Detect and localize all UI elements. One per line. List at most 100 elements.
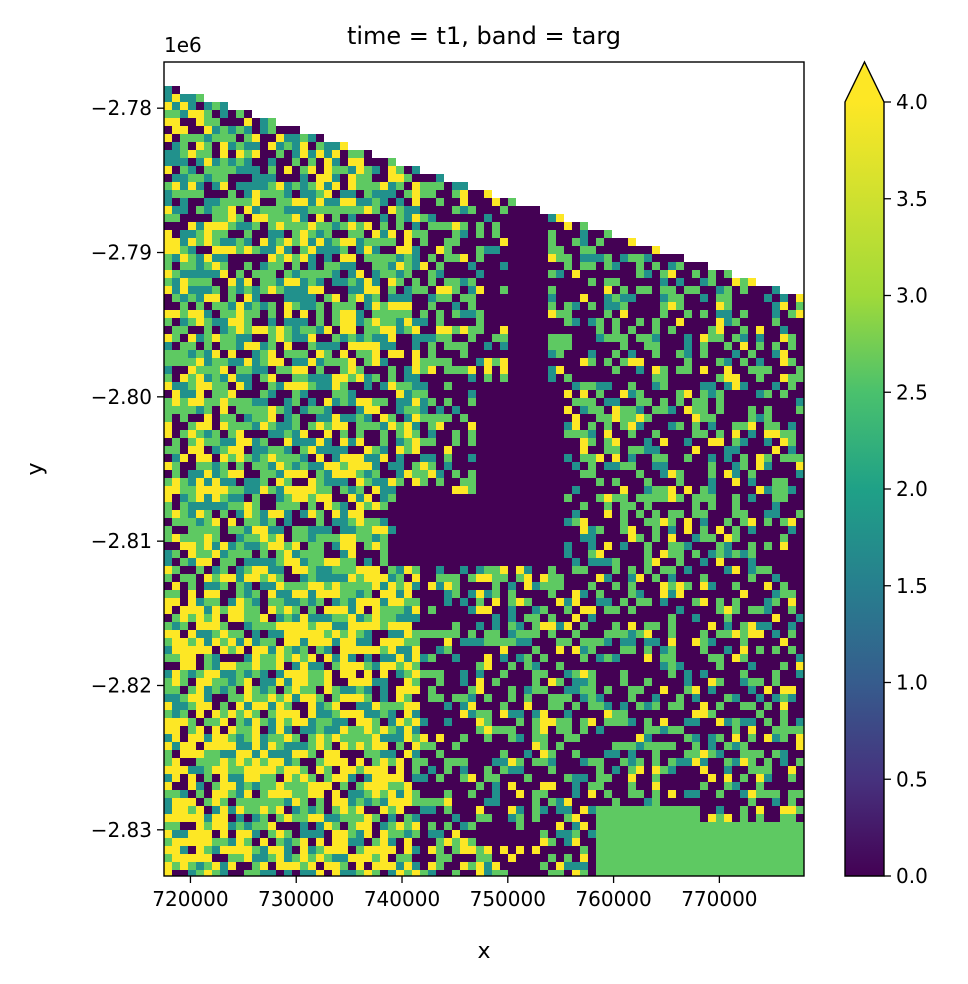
heatmap-cell	[660, 590, 668, 598]
heatmap-cell	[284, 318, 292, 326]
heatmap-cell	[316, 286, 324, 294]
heatmap-cell	[284, 142, 292, 150]
heatmap-cell	[180, 102, 188, 110]
heatmap-cell	[596, 366, 604, 374]
heatmap-cell	[548, 414, 556, 422]
heatmap-cell	[316, 582, 324, 590]
heatmap-cell	[660, 662, 668, 670]
heatmap-cell	[380, 406, 388, 414]
heatmap-cell	[692, 446, 700, 454]
heatmap-cell	[300, 166, 308, 174]
heatmap-cell	[428, 342, 436, 350]
heatmap-cell	[412, 278, 420, 286]
heatmap-cell	[308, 190, 316, 198]
heatmap-cell	[220, 366, 228, 374]
heatmap-cell	[460, 198, 468, 206]
heatmap-cell	[636, 262, 644, 270]
heatmap-cell	[764, 542, 772, 550]
heatmap-cell	[796, 318, 804, 326]
heatmap-cell	[268, 630, 276, 638]
heatmap-cell	[764, 366, 772, 374]
heatmap-cell	[668, 502, 676, 510]
heatmap-cell	[396, 502, 404, 510]
heatmap-cell	[516, 430, 524, 438]
heatmap-cell	[740, 646, 748, 654]
heatmap-cell	[380, 158, 388, 166]
heatmap-cell	[196, 398, 204, 406]
heatmap-cell	[748, 438, 756, 446]
heatmap-cell	[404, 486, 412, 494]
heatmap-cell	[692, 550, 700, 558]
heatmap-cell	[508, 294, 516, 302]
heatmap-cell	[692, 662, 700, 670]
heatmap-cell	[644, 486, 652, 494]
heatmap-cell	[668, 558, 676, 566]
heatmap-cell	[572, 294, 580, 302]
heatmap-cell	[444, 206, 452, 214]
heatmap-cell	[500, 310, 508, 318]
heatmap-cell	[724, 574, 732, 582]
heatmap-cell	[660, 302, 668, 310]
heatmap-cell	[748, 478, 756, 486]
heatmap-cell	[420, 334, 428, 342]
heatmap-cell	[356, 286, 364, 294]
heatmap-cell	[596, 670, 604, 678]
heatmap-cell	[508, 470, 516, 478]
heatmap-cell	[668, 462, 676, 470]
heatmap-cell	[668, 438, 676, 446]
heatmap-cell	[524, 254, 532, 262]
heatmap-cell	[516, 206, 524, 214]
heatmap-cell	[580, 582, 588, 590]
heatmap-cell	[572, 326, 580, 334]
heatmap-cell	[260, 134, 268, 142]
heatmap-cell	[220, 382, 228, 390]
heatmap-cell	[300, 614, 308, 622]
heatmap-cell	[636, 542, 644, 550]
heatmap-cell	[772, 630, 780, 638]
heatmap-cell	[204, 158, 212, 166]
heatmap-cell	[692, 622, 700, 630]
heatmap-cell	[628, 390, 636, 398]
heatmap-cell	[348, 358, 356, 366]
heatmap-cell	[724, 598, 732, 606]
heatmap-cell	[716, 598, 724, 606]
heatmap-cell	[724, 678, 732, 686]
heatmap-cell	[492, 606, 500, 614]
heatmap-cell	[548, 670, 556, 678]
heatmap-cell	[684, 678, 692, 686]
heatmap-cell	[252, 390, 260, 398]
heatmap-cell	[324, 654, 332, 662]
heatmap-cell	[220, 646, 228, 654]
heatmap-cell	[244, 342, 252, 350]
heatmap-cell	[164, 566, 172, 574]
heatmap-cell	[356, 174, 364, 182]
heatmap-cell	[388, 582, 396, 590]
heatmap-cell	[764, 414, 772, 422]
heatmap-cell	[468, 654, 476, 662]
heatmap-cell	[628, 366, 636, 374]
heatmap-cell	[508, 566, 516, 574]
heatmap-cell	[276, 438, 284, 446]
heatmap-cell	[276, 214, 284, 222]
heatmap-cell	[724, 582, 732, 590]
heatmap-cell	[188, 438, 196, 446]
heatmap-cell	[548, 446, 556, 454]
heatmap-cell	[188, 622, 196, 630]
heatmap-cell	[484, 302, 492, 310]
heatmap-cell	[684, 302, 692, 310]
heatmap-cell	[708, 406, 716, 414]
heatmap-cell	[300, 214, 308, 222]
heatmap-cell	[396, 366, 404, 374]
heatmap-cell	[772, 574, 780, 582]
heatmap-cell	[668, 598, 676, 606]
heatmap-cell	[444, 614, 452, 622]
heatmap-cell	[460, 582, 468, 590]
heatmap-cell	[212, 102, 220, 110]
heatmap-cell	[532, 494, 540, 502]
heatmap-cell	[604, 342, 612, 350]
heatmap-cell	[724, 630, 732, 638]
heatmap-cell	[788, 622, 796, 630]
heatmap-cell	[492, 630, 500, 638]
heatmap-cell	[636, 302, 644, 310]
heatmap-cell	[580, 494, 588, 502]
